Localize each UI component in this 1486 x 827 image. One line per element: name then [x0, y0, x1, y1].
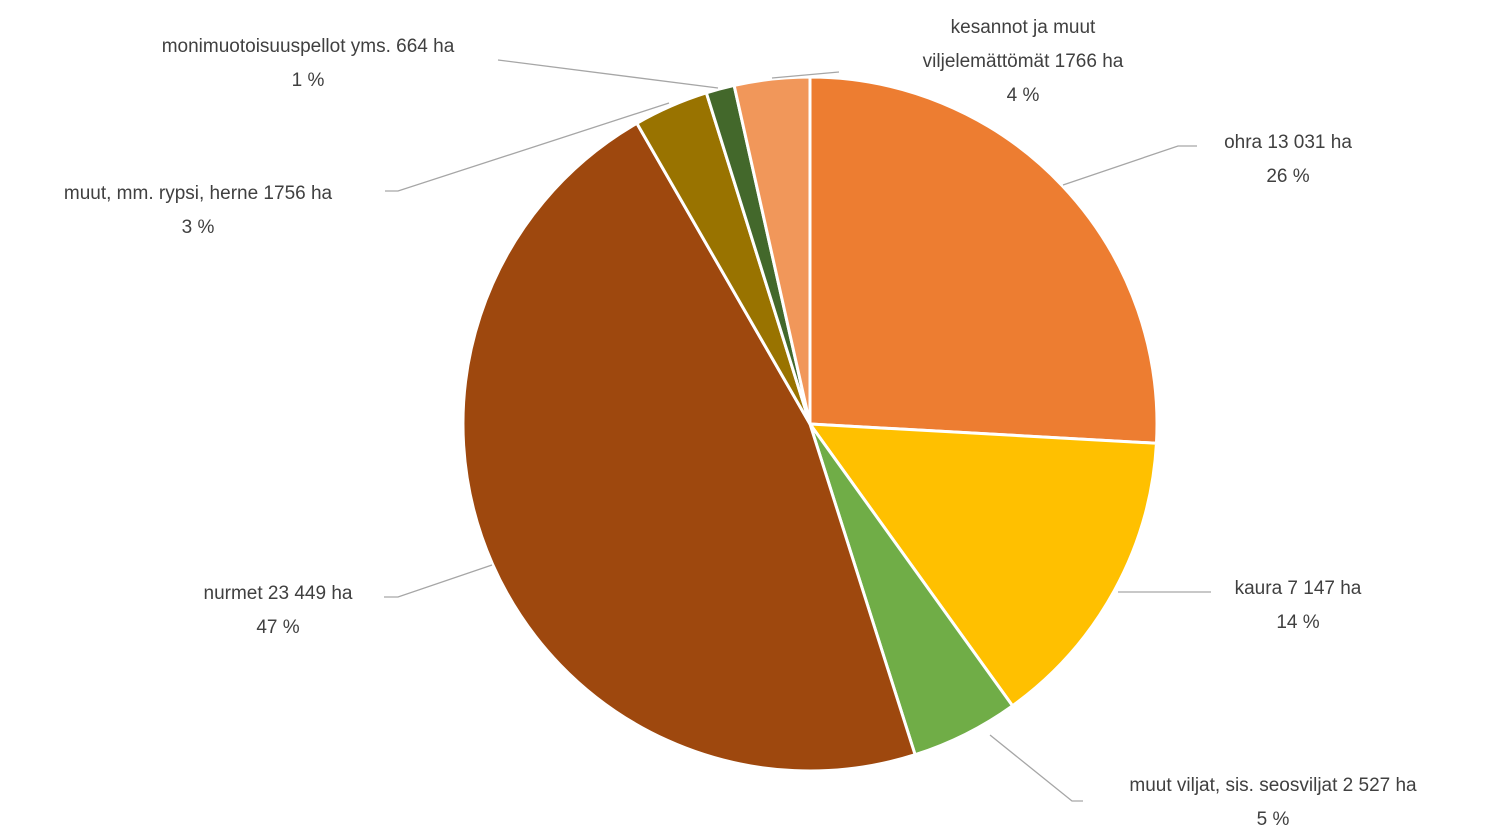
data-label-3: muut viljat, sis. seosviljat 2 527 ha 5 % — [1129, 775, 1417, 827]
data-label-line: 5 % — [1257, 809, 1290, 827]
data-label-line: nurmet 23 449 ha — [204, 583, 353, 604]
data-label-5: muut, mm. rypsi, herne 1756 ha 3 % — [64, 183, 333, 238]
data-label-line: 14 % — [1276, 612, 1319, 633]
leader-line-3 — [989, 734, 1083, 802]
data-label-4: nurmet 23 449 ha 47 % — [204, 583, 353, 638]
data-label-line: 4 % — [1007, 85, 1040, 106]
leader-line-1 — [1062, 145, 1197, 186]
data-label-1: ohra 13 031 ha 26 % — [1224, 132, 1352, 187]
data-label-line: viljelemättömät 1766 ha — [923, 51, 1124, 72]
data-label-line: muut, mm. rypsi, herne 1756 ha — [64, 183, 333, 204]
data-labels: ohra 13 031 ha 26 % kaura 7 147 ha 14 % muut… — [64, 17, 1417, 827]
data-label-line: kesannot ja muut — [951, 17, 1096, 38]
data-label-7: kesannot ja muut viljelemättömät 1766 ha 4… — [923, 17, 1124, 106]
data-label-line: monimuotoisuuspellot yms. 664 ha — [162, 36, 455, 57]
leader-line-6 — [497, 59, 719, 89]
data-label-line: 3 % — [182, 217, 215, 238]
pie-slice-1 — [808, 75, 1159, 445]
pie-slice-7 — [732, 75, 812, 426]
leader-lines — [384, 59, 1211, 802]
pie-slice-2 — [808, 422, 1158, 708]
data-label-line: 47 % — [256, 617, 299, 638]
data-label-line: muut viljat, sis. seosviljat 2 527 ha — [1129, 775, 1417, 796]
leader-line-4 — [384, 564, 493, 598]
data-label-2: kaura 7 147 ha 14 % — [1235, 578, 1362, 633]
leader-line-7 — [771, 71, 840, 79]
pie-slice-4 — [461, 121, 917, 773]
data-label-6: monimuotoisuuspellot yms. 664 ha 1 % — [162, 36, 455, 91]
pie-slices — [461, 75, 1159, 773]
data-label-line: 1 % — [292, 70, 325, 91]
data-label-line: kaura 7 147 ha — [1235, 578, 1362, 599]
data-label-line: ohra 13 031 ha — [1224, 132, 1352, 153]
leader-line-5 — [385, 102, 670, 192]
data-label-line: 26 % — [1266, 166, 1309, 187]
